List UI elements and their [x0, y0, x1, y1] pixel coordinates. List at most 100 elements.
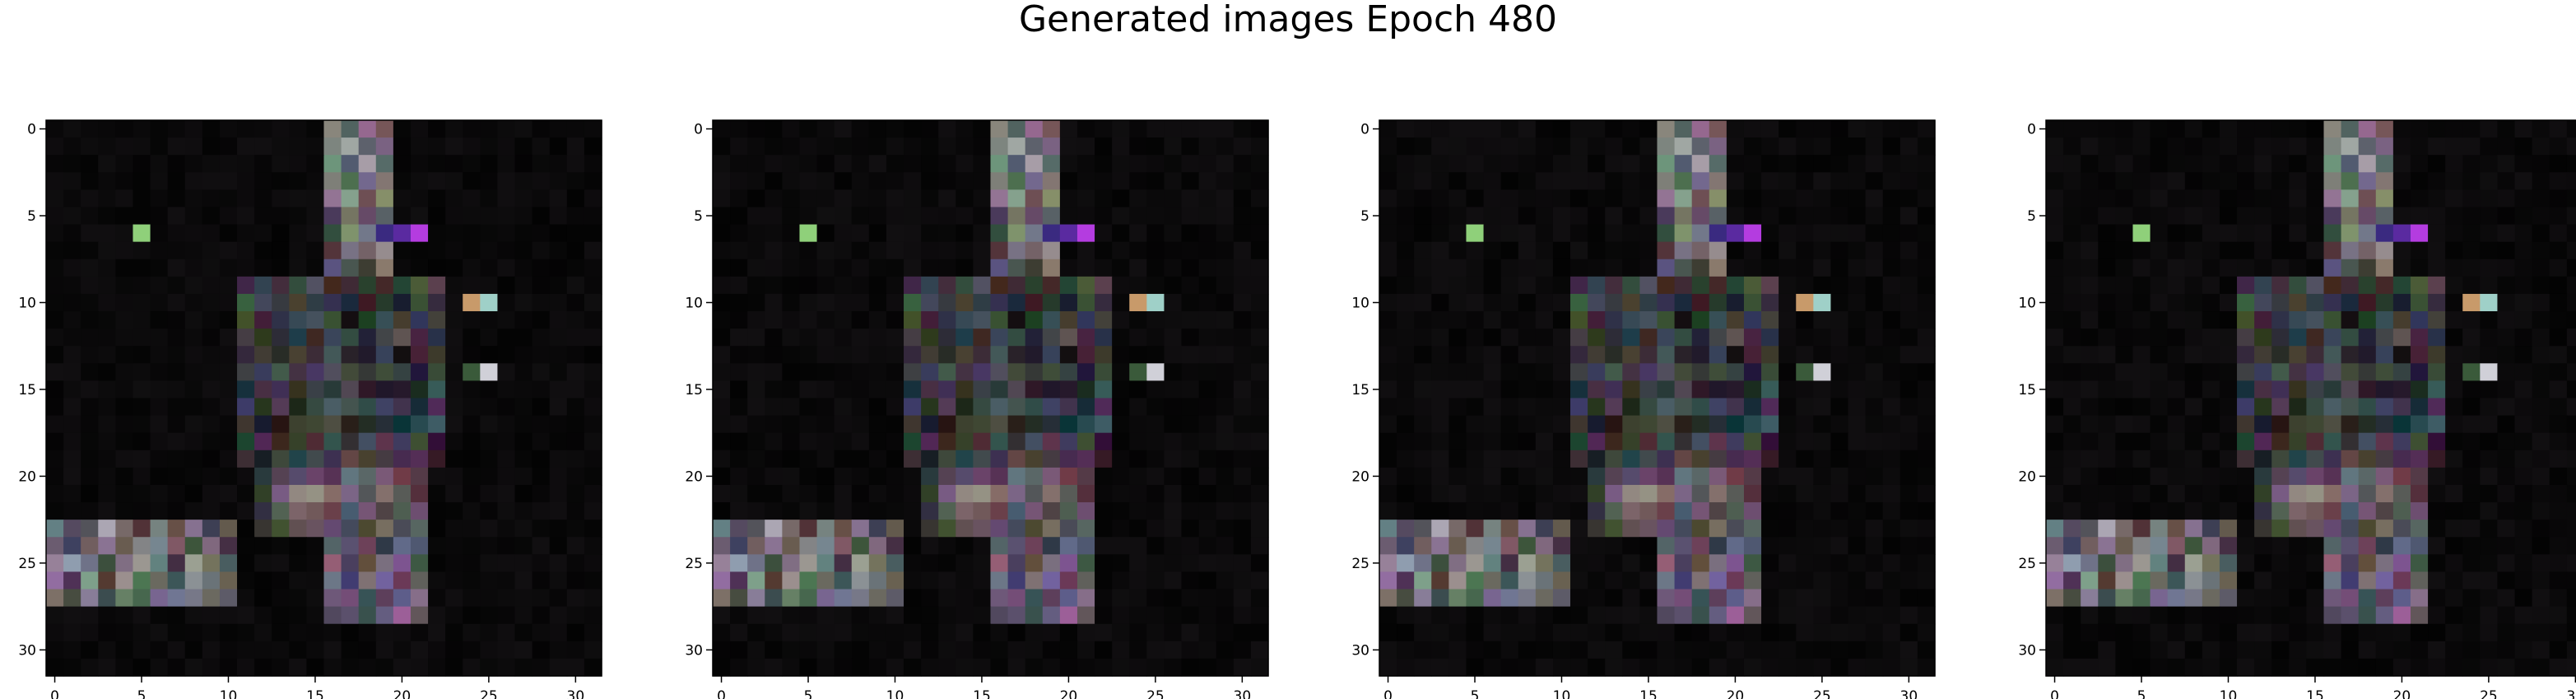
- pixel-cell: [1743, 623, 1762, 642]
- pixel-cell: [2497, 415, 2516, 434]
- pixel-cell: [2202, 450, 2220, 468]
- pixel-cell: [566, 502, 585, 520]
- pixel-cell: [1848, 606, 1867, 625]
- pixel-cell: [532, 329, 551, 347]
- pixel-cell: [63, 259, 81, 277]
- pixel-cell: [2428, 346, 2446, 364]
- pixel-cell: [532, 137, 551, 156]
- pixel-cell: [358, 293, 377, 312]
- pixel-cell: [323, 189, 342, 208]
- pixel-cell: [2237, 207, 2255, 226]
- pixel-cell: [2549, 241, 2568, 260]
- pixel-cell: [1007, 398, 1026, 417]
- pixel-cell: [2497, 571, 2516, 590]
- pixel-cell: [1813, 311, 1832, 329]
- pixel-cell: [1726, 398, 1745, 417]
- pixel-cell: [480, 259, 499, 277]
- pixel-cell: [2480, 259, 2499, 277]
- pixel-cell: [730, 537, 748, 555]
- pixel-cell: [358, 432, 377, 451]
- pixel-cell: [2410, 259, 2429, 277]
- pixel-cell: [765, 502, 783, 520]
- pixel-cell: [272, 571, 290, 590]
- pixel-cell: [2566, 658, 2576, 677]
- pixel-cell: [1216, 623, 1235, 642]
- pixel-cell: [1848, 520, 1867, 538]
- pixel-cell: [1483, 606, 1502, 625]
- pixel-cell: [219, 276, 238, 295]
- pixel-cell: [938, 120, 956, 138]
- pixel-cell: [851, 155, 870, 173]
- pixel-cell: [566, 137, 585, 156]
- pixel-cell: [1198, 241, 1217, 260]
- pixel-cell: [2323, 571, 2342, 590]
- pixel-cell: [1146, 276, 1165, 295]
- pixel-cell: [868, 311, 887, 329]
- pixel-cell: [2167, 520, 2186, 538]
- pixel-cell: [1743, 311, 1762, 329]
- pixel-cell: [851, 276, 870, 295]
- pixel-cell: [1164, 432, 1183, 451]
- pixel-cell: [2410, 224, 2429, 243]
- pixel-cell: [1570, 172, 1588, 190]
- pixel-cell: [1250, 241, 1269, 260]
- pixel-cell: [2306, 329, 2325, 347]
- pixel-cell: [730, 207, 748, 226]
- pixel-cell: [1674, 172, 1693, 190]
- pixel-cell: [1796, 207, 1814, 226]
- pixel-cell: [1848, 589, 1867, 608]
- pixel-cell: [2358, 241, 2377, 260]
- pixel-cell: [584, 467, 602, 486]
- pixel-cell: [1709, 467, 1727, 486]
- pixel-cell: [237, 311, 255, 329]
- pixel-cell: [46, 589, 64, 608]
- pixel-cell: [1397, 467, 1415, 486]
- pixel-cell: [973, 571, 992, 590]
- pixel-cell: [2081, 276, 2099, 295]
- pixel-cell: [1761, 641, 1779, 659]
- pixel-cell: [289, 120, 308, 138]
- pixel-cell: [2115, 537, 2134, 555]
- pixel-cell: [1250, 484, 1269, 503]
- pixel-cell: [1899, 432, 1918, 451]
- pixel-cell: [1605, 398, 1623, 417]
- pixel-cell: [747, 520, 765, 538]
- pixel-cell: [46, 641, 64, 659]
- pixel-cell: [1743, 398, 1762, 417]
- pixel-cell: [2289, 484, 2308, 503]
- pixel-cell: [237, 658, 255, 677]
- pixel-cell: [2392, 363, 2411, 382]
- pixel-cell: [799, 276, 818, 295]
- pixel-cell: [202, 589, 221, 608]
- pixel-cell: [2566, 502, 2576, 520]
- pixel-cell: [358, 259, 377, 277]
- pixel-cell: [1639, 155, 1658, 173]
- pixel-cell: [2081, 537, 2099, 555]
- pixel-cell: [730, 502, 748, 520]
- pixel-cell: [81, 241, 99, 260]
- pixel-cell: [1518, 641, 1537, 659]
- pixel-cell: [868, 363, 887, 382]
- pixel-cell: [584, 259, 602, 277]
- pixel-cell: [2375, 467, 2394, 486]
- pixel-cell: [1743, 641, 1762, 659]
- pixel-cell: [1431, 467, 1449, 486]
- pixel-cell: [834, 606, 853, 625]
- pixel-cell: [289, 606, 308, 625]
- pixel-cell: [2237, 172, 2255, 190]
- pixel-cell: [150, 398, 169, 417]
- pixel-cell: [1112, 224, 1130, 243]
- pixel-cell: [1500, 329, 1519, 347]
- pixel-cell: [2184, 380, 2203, 399]
- pixel-cell: [2445, 259, 2463, 277]
- pixel-cell: [2514, 137, 2533, 156]
- pixel-cell: [2480, 363, 2499, 382]
- pixel-cell: [306, 398, 325, 417]
- pixel-cell: [1779, 520, 1797, 538]
- pixel-cell: [532, 380, 551, 399]
- pixel-cell: [1588, 311, 1606, 329]
- pixel-cell: [1233, 484, 1252, 503]
- pixel-cell: [2480, 380, 2499, 399]
- pixel-cell: [514, 259, 533, 277]
- pixel-cell: [98, 259, 116, 277]
